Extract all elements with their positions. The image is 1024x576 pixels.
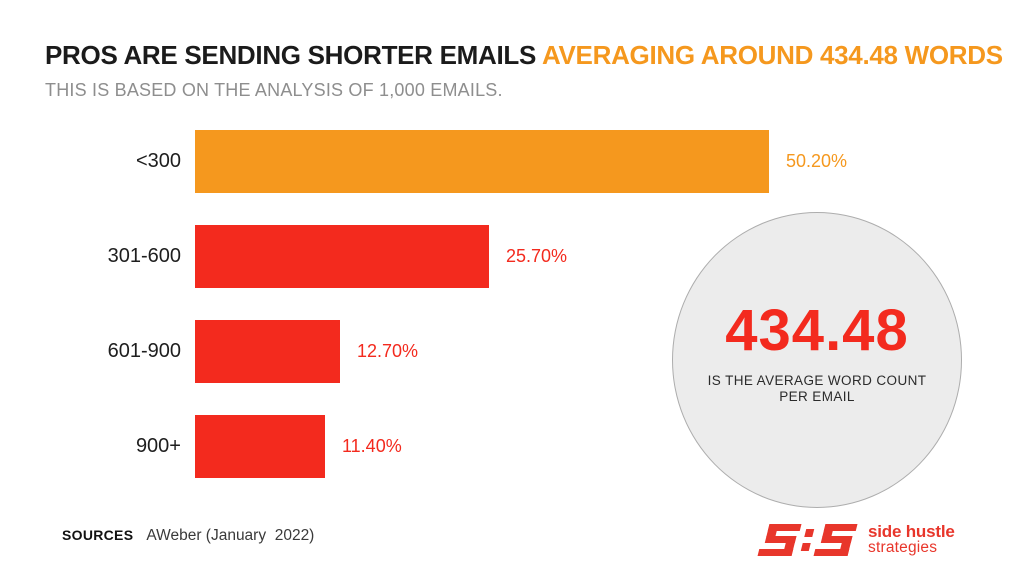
side-hustle-strategies-logo-icon bbox=[757, 524, 858, 556]
sources-value: AWeber (January 2022) bbox=[146, 527, 315, 544]
bar-row-601-900: 601-900 12.70% bbox=[0, 320, 418, 383]
bar-row-lt300: <300 50.20% bbox=[0, 130, 847, 193]
value-label: 11.40% bbox=[342, 436, 402, 456]
bar-601-900 bbox=[195, 320, 340, 383]
page-title: PROS ARE SENDING SHORTER EMAILS AVERAGIN… bbox=[45, 40, 1005, 71]
logo-name-line2: strategies bbox=[868, 539, 938, 557]
bar-row-301-600: 301-600 25.70% bbox=[0, 225, 567, 288]
average-highlight-circle: 434.48 IS THE AVERAGE WORD COUNT PER EMA… bbox=[672, 212, 962, 508]
header: PROS ARE SENDING SHORTER EMAILS AVERAGIN… bbox=[45, 40, 1005, 101]
title-orange-part: AVERAGING AROUND 434.48 WORDS bbox=[541, 40, 1003, 70]
bar-row-900plus: 900+ 11.40% bbox=[0, 415, 402, 478]
average-caption-line1: IS THE AVERAGE WORD COUNT bbox=[707, 372, 927, 388]
category-label: 301-600 bbox=[107, 245, 181, 267]
logo-wordmark: side hustle strategies bbox=[868, 523, 955, 556]
sources: SOURCES AWeber (January 2022) bbox=[62, 527, 314, 545]
value-label: 12.70% bbox=[357, 341, 419, 361]
title-black-part: PROS ARE SENDING SHORTER EMAILS bbox=[45, 40, 542, 70]
sources-label: SOURCES bbox=[62, 527, 134, 543]
average-caption: IS THE AVERAGE WORD COUNT PER EMAIL bbox=[708, 373, 927, 405]
bar-lt300 bbox=[195, 130, 769, 193]
category-label: <300 bbox=[135, 150, 181, 172]
bar-900plus bbox=[195, 415, 325, 478]
page-subtitle: THIS IS BASED ON THE ANALYSIS OF 1,000 E… bbox=[45, 80, 503, 100]
value-label: 50.20% bbox=[786, 151, 848, 171]
category-label: 900+ bbox=[135, 435, 181, 457]
value-label: 25.70% bbox=[506, 246, 568, 266]
bar-301-600 bbox=[195, 225, 489, 288]
average-value: 434.48 bbox=[725, 297, 909, 363]
logo-name-line1: side hustle bbox=[868, 522, 955, 542]
category-label: 601-900 bbox=[107, 340, 181, 362]
brand-logo: side hustle strategies bbox=[757, 522, 955, 558]
average-caption-line2: PER EMAIL bbox=[779, 388, 855, 404]
